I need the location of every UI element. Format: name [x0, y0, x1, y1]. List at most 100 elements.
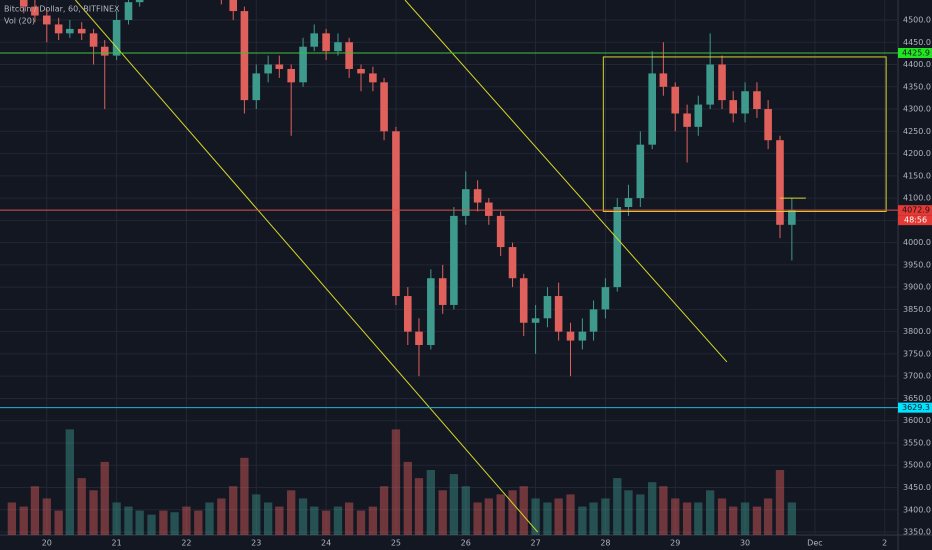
volume-bar: [740, 502, 750, 535]
volume-bar: [729, 506, 738, 535]
volume-bar: [461, 486, 470, 535]
y-tick-label: 3900.0: [903, 283, 931, 292]
candle-body: [392, 131, 400, 297]
y-tick-label: 3700.0: [903, 372, 931, 381]
volume-bar: [624, 490, 633, 535]
volume-bar: [694, 502, 703, 535]
volume-bar: [7, 502, 17, 535]
volume-bar: [787, 502, 797, 535]
candle-body: [776, 140, 784, 225]
candle-body: [310, 33, 319, 47]
candle-body: [589, 309, 598, 332]
price-label: 4072.9: [902, 206, 930, 215]
candle-body: [112, 19, 121, 56]
candle-body: [706, 64, 714, 105]
candle-body: [694, 104, 703, 127]
volume-bar: [170, 512, 179, 535]
price-label-bg: [898, 402, 932, 413]
volume-bar: [671, 498, 680, 535]
volume-bar: [54, 510, 63, 535]
candle-body: [380, 82, 388, 132]
x-tick-label: 30: [740, 539, 750, 548]
y-tick-label: 3550.0: [903, 438, 931, 447]
y-tick-label: 3350.0: [903, 528, 931, 537]
volume-bar: [89, 490, 98, 535]
candle-body: [519, 278, 528, 323]
price-label: 4425.9: [902, 48, 930, 57]
price-label-bg: [898, 205, 932, 216]
candle-body: [741, 91, 749, 114]
candle-body: [415, 331, 423, 346]
volume-bar: [636, 494, 645, 535]
volume-bar: [531, 498, 540, 535]
volume-bar: [648, 482, 657, 535]
y-tick-label: 3600.0: [903, 416, 931, 425]
volume-bar: [601, 498, 610, 535]
volume-bar: [379, 486, 389, 535]
candle-body: [427, 278, 435, 346]
volume-bar: [763, 498, 773, 535]
candle-body: [485, 202, 493, 216]
volume-bar: [124, 506, 133, 535]
y-tick-label: 4200.0: [903, 149, 931, 158]
volume-bar: [368, 506, 378, 535]
candle-body: [299, 46, 307, 83]
candle-body: [554, 296, 563, 332]
volume-bar: [426, 470, 435, 535]
volume-bar: [298, 498, 308, 535]
x-tick-label: 28: [600, 539, 610, 548]
volume-bar: [706, 490, 715, 535]
candle-body: [264, 64, 272, 74]
volume-bar: [310, 506, 319, 535]
y-tick-label: 4300.0: [903, 105, 931, 114]
candle-body: [683, 113, 691, 127]
candle-body: [648, 73, 657, 145]
candle-body: [450, 215, 458, 305]
y-tick-label: 4250.0: [903, 127, 931, 136]
candle-body: [100, 46, 109, 56]
indicator-label: Vol (20): [4, 17, 35, 26]
candle-body: [543, 296, 552, 319]
range-box: [602, 56, 887, 212]
volume-bar: [414, 478, 424, 535]
volume-bar: [344, 502, 354, 535]
x-tick-label: 23: [251, 539, 261, 548]
candle-body: [42, 15, 51, 25]
y-tick-label: 4350.0: [903, 82, 931, 91]
y-tick-label: 4400.0: [903, 60, 931, 69]
trend-line: [75, 0, 539, 533]
candle-body: [624, 198, 633, 207]
volume-bar: [566, 494, 575, 535]
y-tick-label: 3450.0: [903, 483, 931, 492]
candle-body: [601, 287, 610, 310]
candle-body: [66, 28, 74, 34]
candle-body: [473, 189, 482, 203]
x-tick-label: 20: [42, 539, 52, 548]
volume-bar: [275, 506, 284, 535]
candle-body: [496, 215, 505, 248]
volume-bar: [717, 498, 727, 535]
x-tick-label: 25: [391, 539, 401, 548]
y-tick-label: 4100.0: [903, 194, 931, 203]
candle-body: [753, 91, 761, 110]
candle-body: [369, 73, 377, 83]
y-tick-label: 3500.0: [903, 461, 931, 470]
volume-bar: [403, 461, 412, 535]
candle-body: [531, 318, 540, 323]
candle-body: [124, 2, 133, 20]
y-tick-label: 3950.0: [903, 260, 931, 269]
candle-body: [287, 68, 295, 83]
volume-bar: [438, 490, 447, 535]
volume-bar: [333, 506, 343, 535]
countdown-label: 48:56: [904, 216, 927, 225]
y-tick-label: 3750.0: [903, 349, 931, 358]
volume-bar: [589, 502, 598, 535]
volume-bar: [147, 514, 156, 535]
y-tick-label: 3850.0: [903, 305, 931, 314]
x-tick-label: 27: [530, 539, 540, 548]
candle-body: [54, 24, 63, 34]
volume-bar: [252, 494, 261, 535]
candle-body: [135, 0, 144, 3]
x-tick-label: 24: [321, 539, 331, 548]
